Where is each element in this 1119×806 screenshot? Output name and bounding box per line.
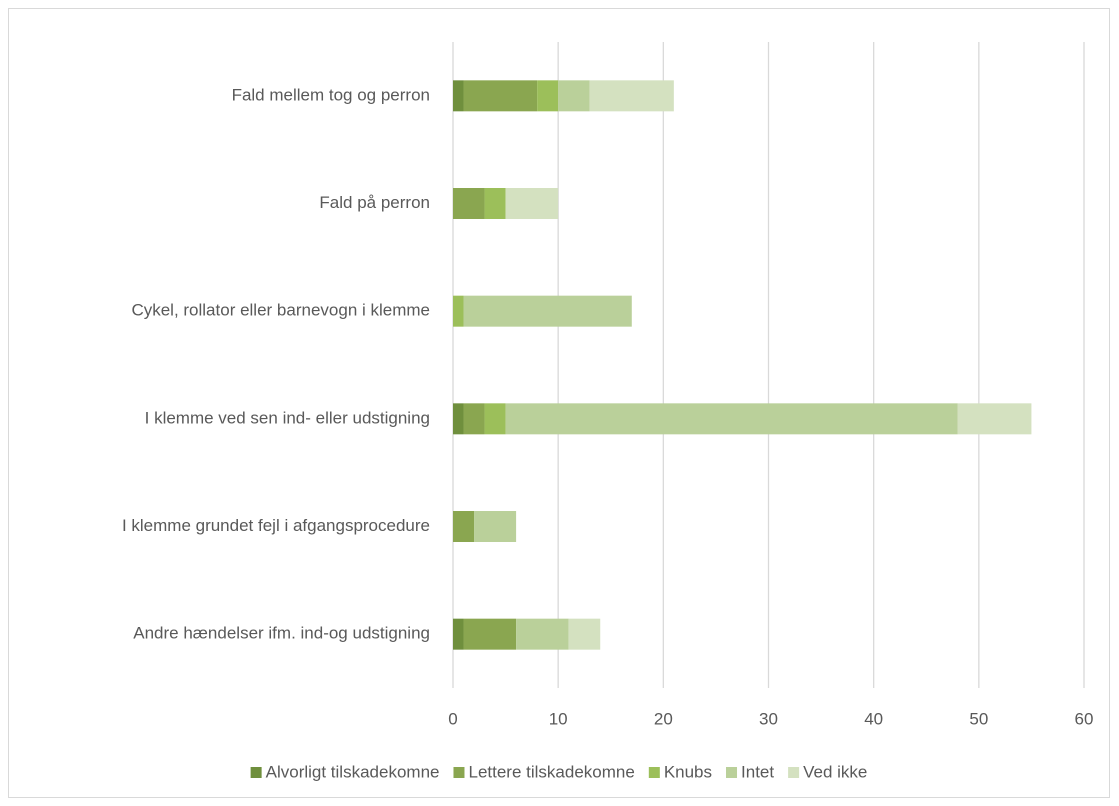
- legend-swatch: [453, 767, 465, 778]
- bar-segment: [453, 80, 464, 112]
- legend-swatch: [250, 767, 262, 778]
- bar-segment: [505, 188, 559, 219]
- y-tick-label: Andre hændelser ifm. ind-og udstigning: [133, 624, 430, 643]
- bar-segment: [463, 618, 517, 650]
- bar-segment: [453, 188, 485, 219]
- bar-segment: [516, 618, 569, 650]
- x-tick-label: 60: [1075, 709, 1094, 728]
- y-tick-label: Fald på perron: [319, 193, 430, 212]
- bar-segment: [568, 618, 601, 650]
- x-tick-label: 10: [549, 709, 568, 728]
- x-tick-label: 20: [654, 709, 673, 728]
- legend-label: Intet: [741, 762, 774, 781]
- bar-segment: [463, 295, 632, 327]
- x-tick-label: 30: [759, 709, 778, 728]
- bar-segment: [463, 80, 538, 112]
- x-tick-label: 50: [969, 709, 988, 728]
- legend-swatch: [788, 767, 800, 778]
- bar-segment: [537, 80, 559, 112]
- legend-label: Knubs: [664, 762, 712, 781]
- bar-segment: [453, 511, 475, 542]
- bar-segment: [463, 403, 485, 435]
- x-tick-label: 40: [864, 709, 883, 728]
- bar-segment: [589, 80, 674, 112]
- bar-segment: [453, 295, 464, 327]
- legend-label: Alvorligt tilskadekomne: [266, 762, 440, 781]
- y-tick-label: I klemme grundet fejl i afgangsprocedure: [122, 516, 430, 535]
- legend-label: Ved ikke: [803, 762, 867, 781]
- chart-border: [8, 8, 1110, 798]
- legend-swatch: [726, 767, 738, 778]
- bar-segment: [505, 403, 958, 435]
- bar-segment: [453, 618, 464, 650]
- x-tick-label: 0: [448, 709, 457, 728]
- bar-segment: [957, 403, 1032, 435]
- bar-segment: [484, 403, 506, 435]
- bar-segment: [484, 188, 506, 219]
- bar-segment: [474, 511, 517, 542]
- y-tick-label: Fald mellem tog og perron: [232, 85, 430, 104]
- legend-label: Lettere tilskadekomne: [468, 762, 634, 781]
- y-tick-label: I klemme ved sen ind- eller udstigning: [145, 408, 430, 427]
- bar-segment: [558, 80, 590, 112]
- bar-segment: [453, 403, 464, 435]
- y-tick-label: Cykel, rollator eller barnevogn i klemme: [131, 301, 430, 320]
- legend-swatch: [648, 767, 660, 778]
